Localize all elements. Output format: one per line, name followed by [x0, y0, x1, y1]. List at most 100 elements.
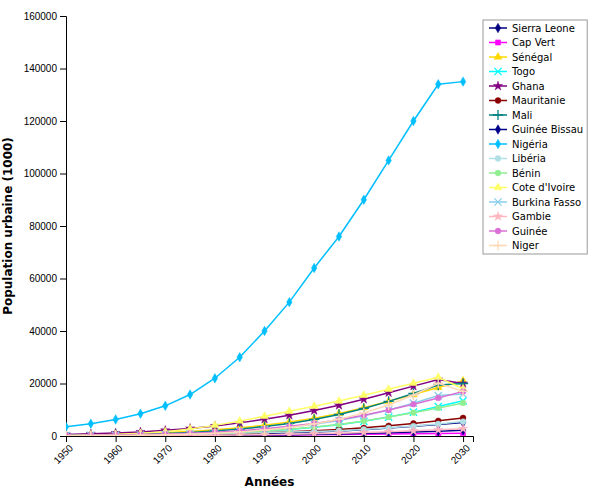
series-marker [160, 430, 170, 436]
series-marker [361, 418, 367, 424]
series [66, 373, 467, 436]
y-tick-mark [60, 226, 66, 227]
y-tick-mark [60, 16, 66, 17]
series-marker [111, 430, 121, 436]
legend-item: Cote d'Ivoire [489, 182, 575, 193]
x-axis-title: Années [245, 475, 295, 489]
series-marker [86, 431, 96, 436]
x-axis: 195019601970198019902000201020202030 [51, 436, 473, 466]
x-tick-label: 2030 [449, 442, 473, 466]
series-marker [410, 379, 418, 386]
series-marker [359, 408, 369, 418]
series-marker [384, 427, 393, 436]
series-marker [435, 405, 441, 411]
x-tick: 1960 [101, 436, 125, 466]
legend-label: Mauritanie [512, 95, 565, 106]
series-marker [458, 424, 467, 433]
legend-label: Sénégal [512, 52, 552, 63]
series-marker [359, 428, 368, 436]
y-tick: 80000 [29, 221, 66, 232]
series [66, 375, 468, 436]
series-line [66, 418, 463, 436]
series-marker [433, 378, 443, 388]
y-tick-label: 120000 [24, 116, 58, 127]
legend-label: Mali [512, 110, 532, 121]
legend-label: Niger [512, 240, 540, 251]
legend-symbol [495, 170, 501, 176]
series-marker [336, 232, 341, 241]
y-tick: 100000 [24, 168, 66, 179]
x-tick-label: 2020 [399, 442, 423, 466]
series-marker [460, 400, 466, 406]
series-marker [138, 409, 143, 418]
x-tick-label: 2010 [349, 442, 373, 466]
y-tick-label: 20000 [29, 378, 57, 389]
series-marker [235, 427, 245, 436]
series-marker [334, 414, 344, 424]
x-tick: 2010 [349, 436, 373, 466]
series-marker [309, 419, 319, 429]
series-marker [386, 156, 391, 165]
y-tick-label: 0 [51, 431, 57, 442]
series-marker [458, 386, 468, 396]
y-axis: 0200004000060000800001000001200001400001… [24, 11, 67, 442]
series-marker [410, 400, 417, 407]
series-marker [411, 116, 416, 125]
series-marker [384, 400, 394, 410]
series-marker [285, 407, 293, 414]
series-marker [66, 422, 69, 431]
legend-label: Guinée Bissau [512, 124, 583, 135]
y-tick-mark [60, 384, 66, 385]
y-tick: 0 [51, 431, 66, 442]
legend-symbol [494, 198, 501, 205]
x-tick: 2030 [449, 436, 473, 466]
series-line [66, 384, 463, 436]
series-marker [411, 410, 417, 416]
x-tick: 2000 [300, 436, 324, 466]
y-tick: 140000 [24, 63, 66, 74]
y-axis-title: Population urbaine (1000) [1, 137, 15, 315]
series-marker [436, 80, 441, 89]
legend-item: Ghana [489, 81, 545, 92]
series-marker [409, 426, 418, 435]
series-marker [111, 431, 120, 436]
y-axis-line [60, 17, 67, 437]
legend-item: Guinée Bissau [489, 124, 583, 135]
series-marker [113, 415, 118, 424]
y-tick-mark [60, 331, 66, 332]
x-tick-mark [116, 436, 117, 442]
legend-symbol [495, 98, 501, 104]
series-marker [187, 390, 192, 399]
legend-item: Togo [489, 66, 535, 77]
y-tick-label: 80000 [29, 221, 57, 232]
y-tick-mark [60, 436, 66, 437]
series-line [66, 391, 463, 435]
series-marker [386, 414, 392, 420]
legend-symbol [494, 68, 501, 75]
series-marker [284, 422, 294, 432]
series [66, 376, 467, 436]
series-marker [262, 326, 267, 335]
legend-item: Sierra Leone [489, 23, 575, 34]
x-axis-line [67, 437, 474, 443]
series-line [66, 394, 463, 436]
y-tick-label: 160000 [24, 11, 58, 22]
series-marker [434, 425, 443, 434]
series-marker [88, 419, 93, 428]
legend-label: Bénin [512, 168, 540, 179]
legend-label: Gambie [512, 211, 551, 222]
x-tick-label: 1980 [200, 442, 224, 466]
legend-item: Sénégal [489, 52, 552, 63]
series-marker [335, 397, 343, 404]
legend-symbol [493, 81, 502, 90]
series-line [66, 377, 463, 435]
series-marker [287, 297, 292, 306]
x-tick-label: 1960 [101, 442, 125, 466]
series-marker [163, 401, 168, 410]
legend: Sierra LeoneCap VertSénégalTogoGhanaMaur… [483, 20, 587, 254]
legend-label: Guinée [512, 226, 548, 237]
y-tick-mark [60, 174, 66, 175]
legend-symbol [493, 110, 503, 120]
series-marker [408, 390, 418, 400]
x-tick: 2020 [399, 436, 423, 466]
